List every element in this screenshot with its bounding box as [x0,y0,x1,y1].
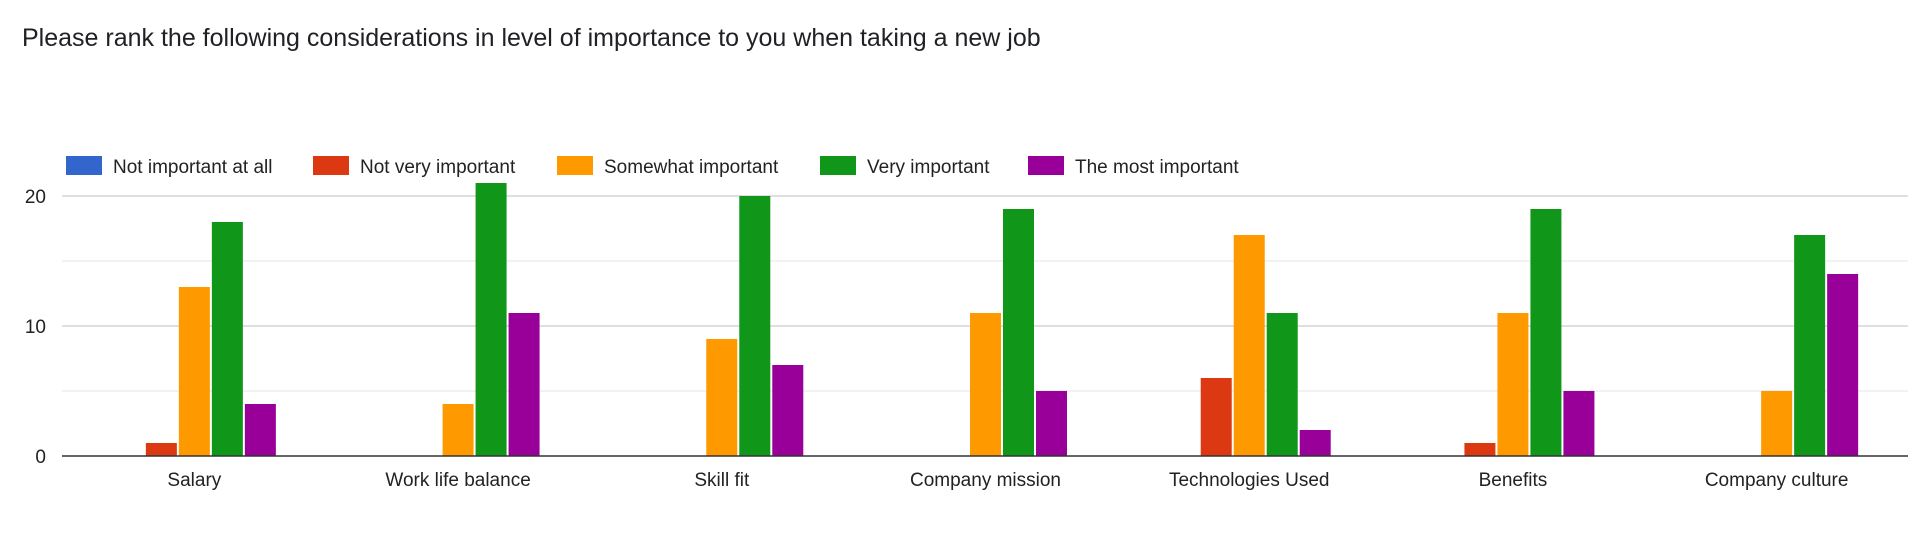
legend-swatch [1028,156,1064,175]
y-tick-label: 10 [25,317,46,338]
x-tick-label: Work life balance [385,470,530,491]
bar [475,183,507,456]
bars [145,183,1859,456]
bar [1266,313,1298,456]
bar [1299,430,1331,456]
bar [1530,209,1562,456]
legend-label: Very important [867,157,990,178]
chart-title: Please rank the following considerations… [22,24,1041,52]
x-tick-label: Salary [167,470,221,491]
y-tick-label: 20 [25,187,46,208]
bar [1761,391,1793,456]
bar [1827,274,1859,456]
y-tick-label: 0 [35,447,46,468]
legend-label: Not important at all [113,157,272,178]
bar [145,443,177,456]
legend-swatch [313,156,349,175]
x-tick-label: Skill fit [694,470,750,491]
bar [211,222,243,456]
x-tick-label: Technologies Used [1169,470,1330,491]
bar [1003,209,1034,456]
bar [1036,391,1067,456]
x-tick-label: Company culture [1705,470,1849,491]
legend-swatch [820,156,856,175]
bar [970,313,1001,456]
legend-label: Somewhat important [604,157,779,178]
bar [1497,313,1529,456]
bar [772,365,804,456]
legend-swatch [557,156,593,175]
bar [1794,235,1826,456]
x-axis: Salary Work life balance Skill fit Company … [62,455,1908,491]
bar [739,196,771,456]
bar [1464,443,1496,456]
legend-label: Not very important [360,157,516,178]
y-axis: 0 10 20 [25,187,46,468]
legend: Not important at all Not very important So… [66,156,1239,178]
legend-swatch [66,156,102,175]
bar [706,339,738,456]
bar [244,404,276,456]
bar [178,287,210,456]
legend-label: The most important [1075,157,1239,178]
bar [1563,391,1595,456]
bar [442,404,474,456]
bar [508,313,540,456]
x-tick-label: Company mission [910,470,1061,491]
bar [1233,235,1265,456]
x-tick-label: Benefits [1479,470,1548,491]
bar [1200,378,1232,456]
